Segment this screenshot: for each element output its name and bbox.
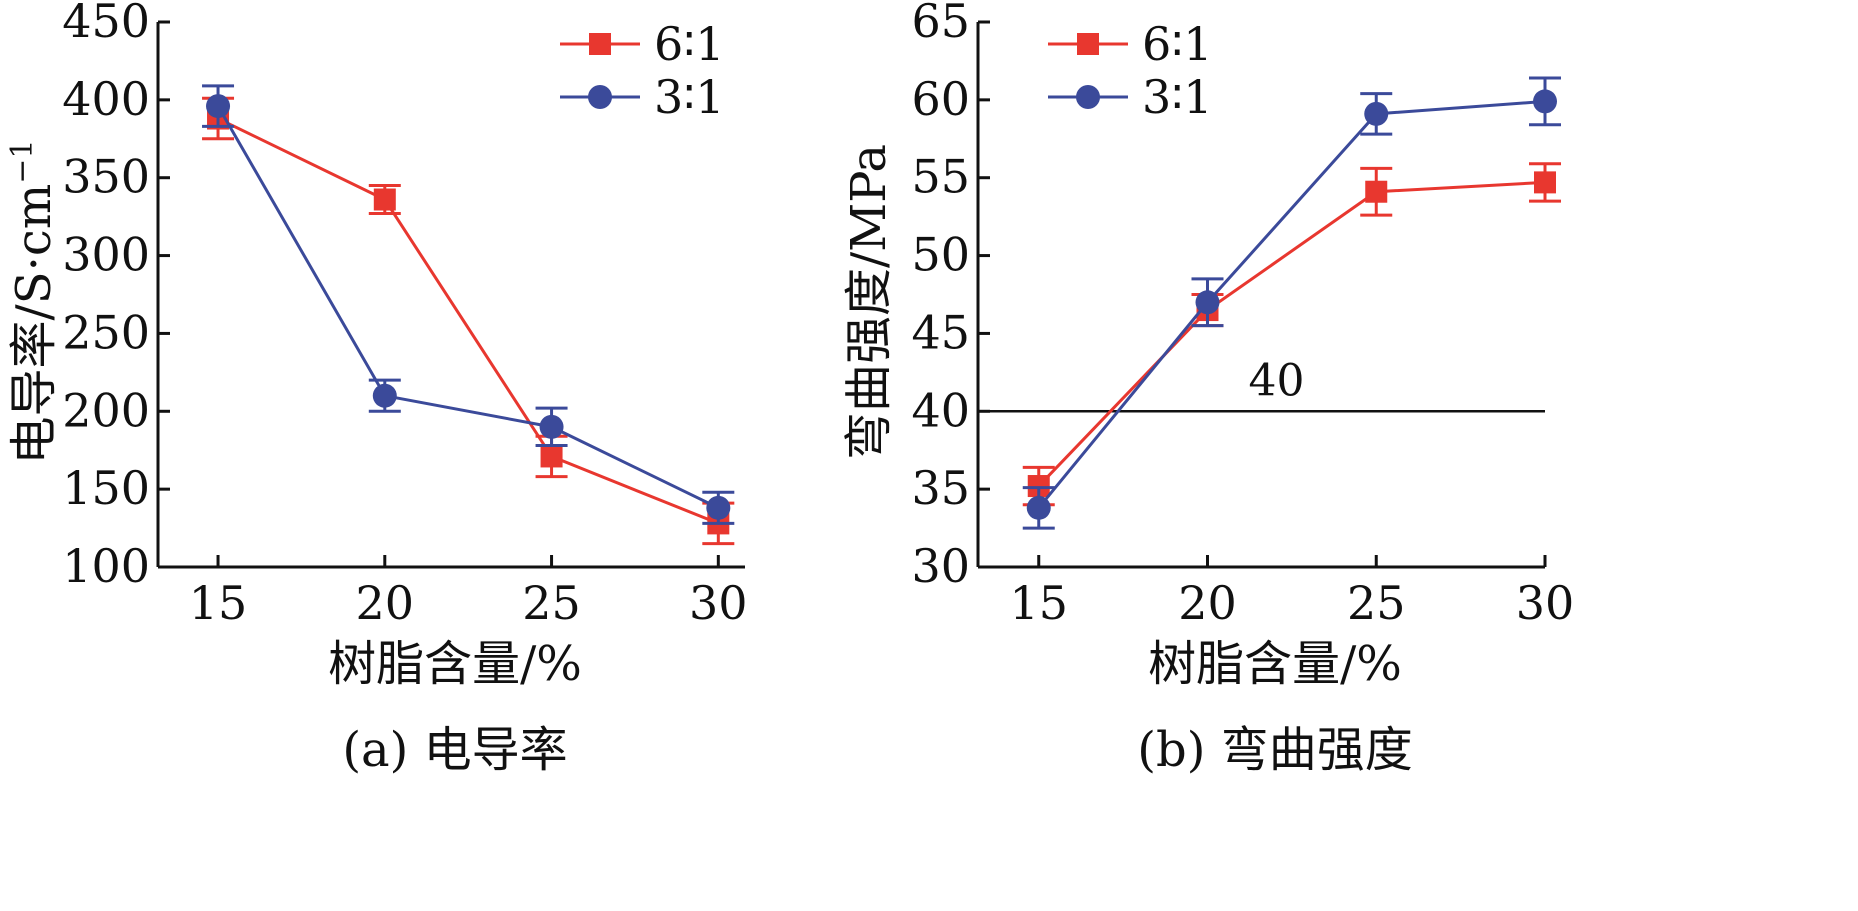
series-3-1-point-b xyxy=(1026,495,1051,520)
y-axis-label-b: 弯曲强度/MPa xyxy=(841,144,897,460)
x-tick-label-b: 15 xyxy=(1009,576,1068,630)
y-tick-label-b: 40 xyxy=(911,383,970,437)
x-axis-label-a: 树脂含量/% xyxy=(328,636,582,692)
y-tick-label-a: 450 xyxy=(62,0,150,48)
legend-label-series-3-1: 3∶1 xyxy=(1142,70,1213,124)
y-tick-label-a: 250 xyxy=(62,305,150,359)
y-tick-label-b: 30 xyxy=(911,539,970,593)
legend-marker-circle xyxy=(588,85,612,109)
series-3-1-point-b xyxy=(1364,101,1389,126)
y-tick-label-b: 55 xyxy=(911,150,970,204)
series-6-1-point-b xyxy=(1027,475,1050,498)
x-tick-label-a: 20 xyxy=(356,576,415,630)
series-3-1-line-a xyxy=(216,105,719,510)
legend-label-series-6-1: 6∶1 xyxy=(654,17,725,71)
x-tick-label-a: 30 xyxy=(689,576,748,630)
y-tick-label-b: 60 xyxy=(911,72,970,126)
series-3-1-point-a xyxy=(206,94,231,119)
y-axis-label-a-sup: −1 xyxy=(5,140,40,184)
series-6-1-line-b xyxy=(1037,180,1546,488)
x-tick-label-a: 25 xyxy=(522,576,581,630)
plot-area-a: 100 150 200 250 300 350 400 450 15 20 25 30 6∶13∶1 xyxy=(62,0,747,630)
caption-a: (a) 电导率 xyxy=(342,722,567,778)
chart-panel-b: 30 35 40 45 50 55 60 65 15 20 25 30 40 6∶13∶1 弯曲强度/MP… xyxy=(841,0,1574,778)
x-tick-label-b: 20 xyxy=(1178,576,1237,630)
y-tick-label-a: 200 xyxy=(62,383,150,437)
legend-marker-circle xyxy=(1076,85,1100,109)
y-tick-label-b: 35 xyxy=(911,461,970,515)
legend-label-series-3-1: 3∶1 xyxy=(654,70,725,124)
y-tick-label-a: 400 xyxy=(62,72,150,126)
legend-item-series-3-1-b: 3∶1 xyxy=(1048,70,1213,124)
series-6-1-point-a xyxy=(540,445,563,468)
y-tick-label-a: 350 xyxy=(62,150,150,204)
x-axis-label-b: 树脂含量/% xyxy=(1148,636,1402,692)
x-tick-label-b: 30 xyxy=(1516,576,1575,630)
series-3-1-line-b xyxy=(1037,99,1546,509)
reference-line-label: 40 xyxy=(1249,355,1305,406)
y-tick-label-b: 65 xyxy=(911,0,970,48)
legend-marker-square xyxy=(589,33,611,55)
series-3-1-point-a xyxy=(539,414,564,439)
legend-item-series-6-1-b: 6∶1 xyxy=(1048,17,1213,71)
series-6-1-point-b xyxy=(1365,180,1388,203)
y-tick-label-b: 45 xyxy=(911,305,970,359)
series-6-1-point-a xyxy=(373,188,396,211)
y-tick-label-b: 50 xyxy=(911,228,970,282)
y-axis-label-a-main: 电导率/S·cm xyxy=(6,184,62,465)
caption-b: (b) 弯曲强度 xyxy=(1137,722,1412,778)
series-3-1-point-a xyxy=(706,495,731,520)
legend-item-series-3-1-a: 3∶1 xyxy=(560,70,725,124)
series-6-1-point-b xyxy=(1534,171,1556,194)
x-tick-label-b: 25 xyxy=(1347,576,1406,630)
y-tick-label-a: 150 xyxy=(62,461,150,515)
chart-panel-a: 100 150 200 250 300 350 400 450 15 20 25 30 6∶13∶1 电… xyxy=(5,0,748,778)
y-axis-label-a: 电导率/S·cm−1 xyxy=(5,140,62,465)
y-tick-label-a: 300 xyxy=(62,228,150,282)
series-3-1-point-a xyxy=(372,383,397,408)
y-tick-label-a: 100 xyxy=(62,539,150,593)
plot-area-b: 30 35 40 45 50 55 60 65 15 20 25 30 40 6∶13∶1 xyxy=(911,0,1574,630)
x-tick-label-a: 15 xyxy=(189,576,248,630)
legend-marker-square xyxy=(1077,33,1099,55)
series-3-1-point-b xyxy=(1533,89,1557,114)
series-3-1-point-b xyxy=(1195,290,1220,315)
legend-label-series-6-1: 6∶1 xyxy=(1142,17,1213,71)
legend-item-series-6-1-a: 6∶1 xyxy=(560,17,725,71)
series-6-1-line-a xyxy=(217,117,719,525)
